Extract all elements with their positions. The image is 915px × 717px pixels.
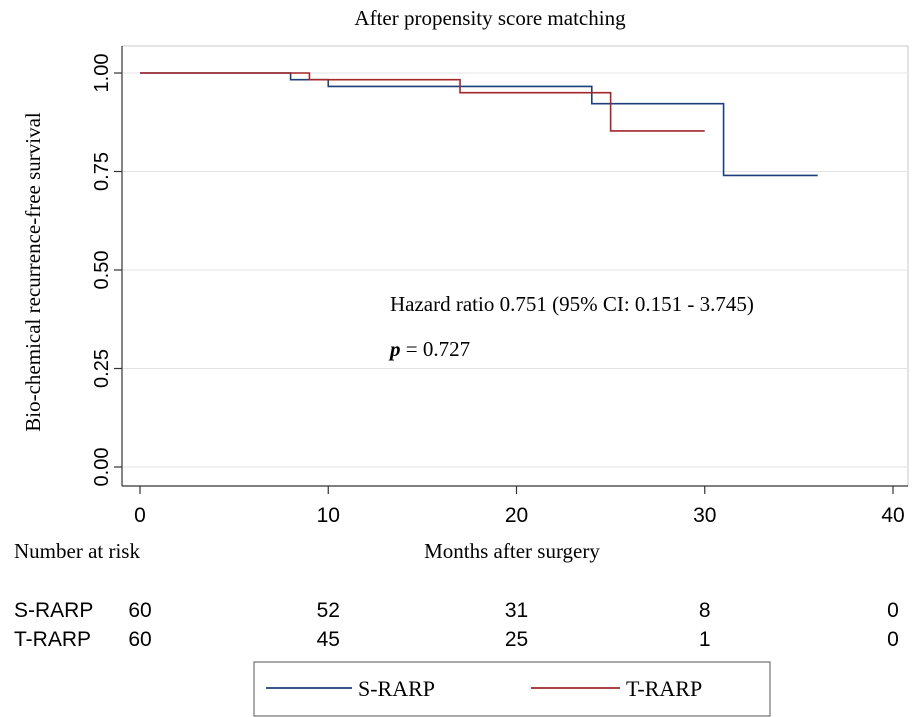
x-tick-label: 20: [505, 504, 528, 527]
legend: S-RARP T-RARP: [266, 676, 702, 701]
hazard-ratio-text: Hazard ratio 0.751 (95% CI: 0.151 - 3.74…: [390, 292, 754, 316]
x-tick-label: 0: [134, 504, 146, 527]
risk-count: 60: [128, 628, 151, 651]
risk-count: 1: [699, 628, 711, 651]
legend-box: [253, 661, 771, 717]
risk-table: S-RARP 60 52 31 8 0 T-RARP 60 45 25 1 0: [14, 599, 899, 651]
risk-count: 31: [505, 599, 528, 622]
survival-curves: [140, 72, 818, 177]
y-tick-label: 0.75: [91, 152, 113, 191]
y-tick-label: 0.25: [91, 349, 113, 388]
y-tick-label: 1.00: [91, 54, 113, 93]
legend-label-t-rarp: T-RARP: [626, 676, 702, 701]
plot-area: [121, 45, 909, 487]
x-tick-label: 10: [317, 504, 340, 527]
x-tick-label: 30: [693, 504, 716, 527]
risk-row-label: S-RARP: [14, 599, 93, 622]
risk-row-label: T-RARP: [14, 628, 91, 651]
risk-table-header: Number at risk: [14, 539, 140, 563]
risk-count: 0: [887, 599, 899, 622]
chart-title: After propensity score matching: [354, 6, 626, 30]
x-tick-label: 40: [881, 504, 904, 527]
risk-count: 45: [317, 628, 340, 651]
p-value-symbol: p: [388, 337, 401, 361]
legend-label-s-rarp: S-RARP: [358, 676, 435, 701]
y-axis-ticks: 0.00 0.25 0.50 0.75 1.00: [91, 54, 122, 487]
curve-t-rarp: [140, 72, 705, 132]
risk-count: 52: [317, 599, 340, 622]
risk-count: 8: [699, 599, 711, 622]
p-value-text: p = 0.727: [388, 337, 470, 361]
risk-count: 25: [505, 628, 528, 651]
x-axis-ticks: 0 10 20 30 40: [134, 486, 905, 527]
y-tick-label: 0.50: [91, 251, 113, 290]
x-axis-label: Months after surgery: [424, 539, 600, 563]
risk-count: 0: [887, 628, 899, 651]
p-value-number: = 0.727: [401, 337, 471, 361]
y-tick-label: 0.00: [91, 448, 113, 487]
y-axis-label: Bio-chemical recurrence-free survival: [21, 112, 45, 432]
risk-count: 60: [128, 599, 151, 622]
